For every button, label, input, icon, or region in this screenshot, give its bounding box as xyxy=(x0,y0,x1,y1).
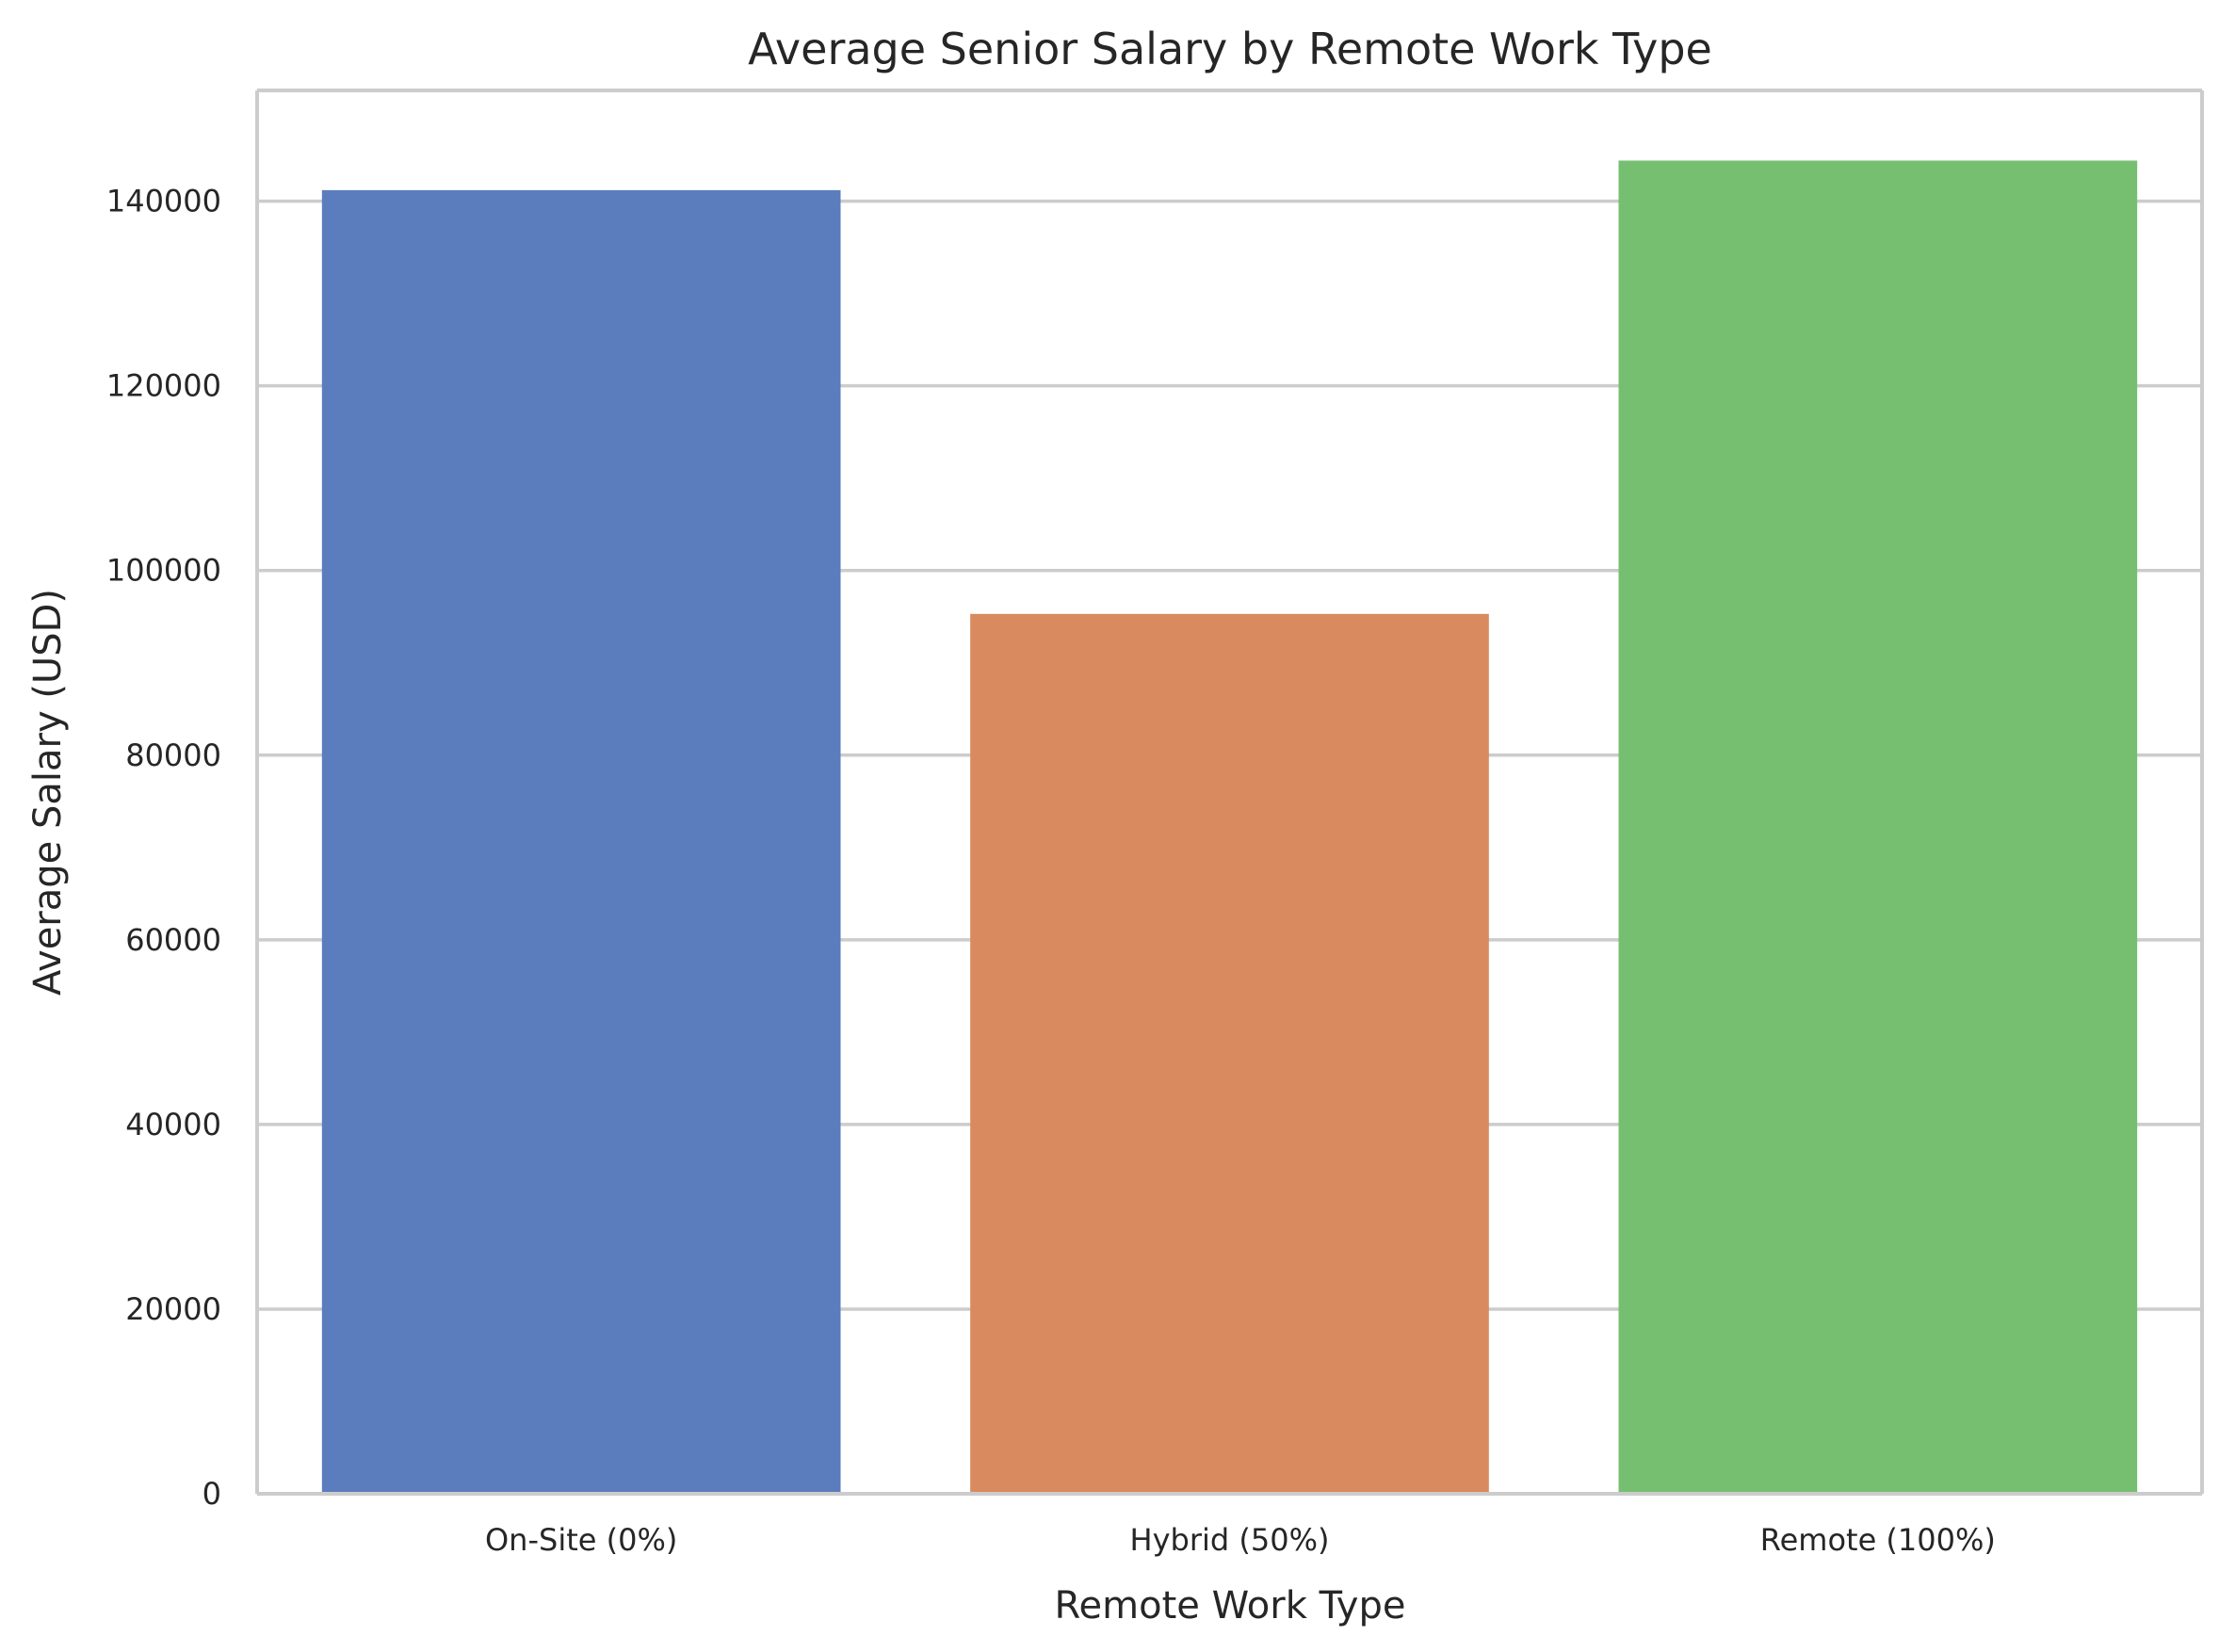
y-tick-label: 100000 xyxy=(106,553,221,589)
bar xyxy=(321,189,841,1495)
x-tick-label: Remote (100%) xyxy=(1760,1522,1996,1558)
bar xyxy=(1618,160,2138,1494)
y-tick-label: 120000 xyxy=(106,368,221,404)
y-tick-label: 80000 xyxy=(125,737,221,773)
bar xyxy=(970,613,1489,1494)
bar-series xyxy=(321,160,2138,1495)
y-tick-label: 0 xyxy=(202,1476,221,1512)
y-tick-label: 60000 xyxy=(125,922,221,958)
chart-title: Average Senior Salary by Remote Work Typ… xyxy=(748,24,1712,74)
y-tick-label: 20000 xyxy=(125,1291,221,1327)
x-tick-label: On-Site (0%) xyxy=(485,1522,677,1558)
y-tick-label: 40000 xyxy=(125,1107,221,1142)
y-tick-label: 140000 xyxy=(106,184,221,219)
plot-frame xyxy=(255,89,2204,1496)
x-tick-labels: On-Site (0%) Hybrid (50%) Remote (100%) xyxy=(485,1522,1996,1558)
y-axis-title: Average Salary (USD) xyxy=(26,589,70,996)
x-axis-title: Remote Work Type xyxy=(1055,1584,1406,1628)
y-tick-labels: 0 20000 40000 60000 80000 100000 120000 140000 xyxy=(106,184,221,1512)
x-tick-label: Hybrid (50%) xyxy=(1130,1522,1330,1558)
